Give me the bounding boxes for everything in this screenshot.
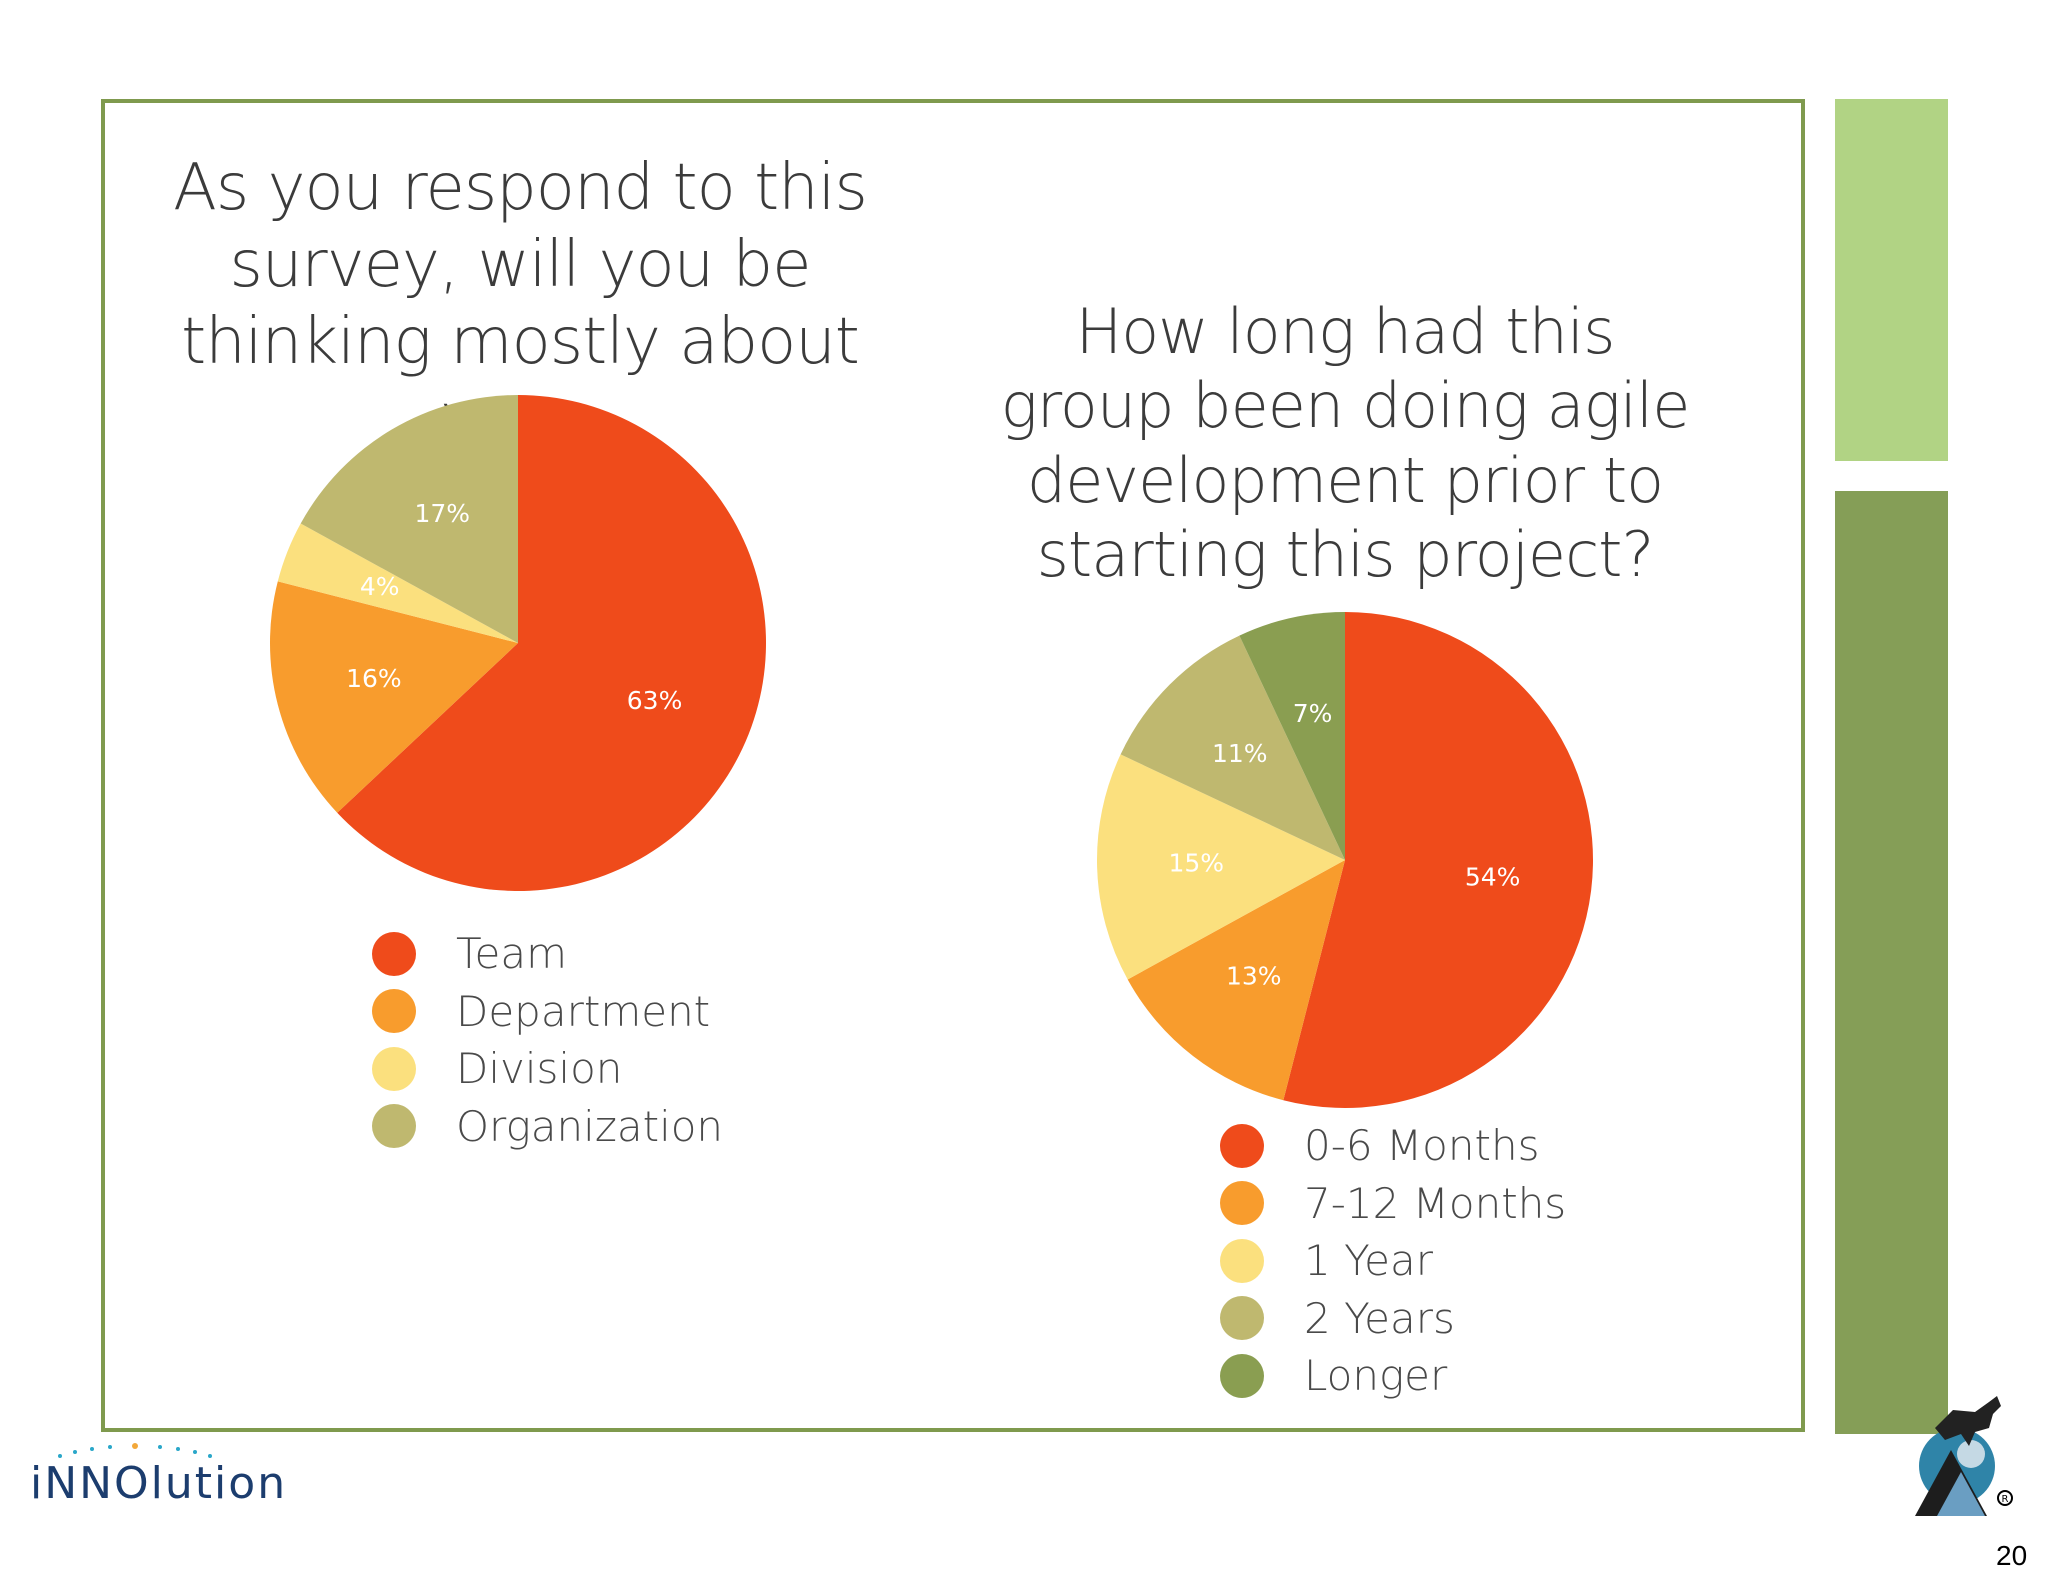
legend-item: 1 Year bbox=[1220, 1232, 1566, 1290]
pie-slice-organization bbox=[300, 395, 518, 643]
legend-label: Department bbox=[456, 986, 711, 1036]
innolution-logo: iNNOlution bbox=[30, 1440, 290, 1520]
legend-swatch-icon bbox=[372, 931, 416, 976]
chart-2-legend: 0-6 Months 7-12 Months 1 Year 2 Years Longer bbox=[1220, 1117, 1566, 1405]
accent-bar-dark bbox=[1835, 491, 1948, 1434]
pie-slice-1-year bbox=[1097, 754, 1345, 980]
legend-item: Division bbox=[372, 1040, 723, 1098]
pie-slice-0-6-months bbox=[1283, 612, 1593, 1108]
pie-slice-label: 15% bbox=[1168, 849, 1224, 878]
legend-label: 0-6 Months bbox=[1304, 1121, 1540, 1171]
legend-item: 0-6 Months bbox=[1220, 1117, 1566, 1175]
pie-slice-division bbox=[277, 523, 518, 643]
chart-2-title: How long had this group been doing agile… bbox=[1000, 295, 1691, 592]
legend-label: 2 Years bbox=[1304, 1293, 1455, 1343]
pie-slice-longer bbox=[1239, 612, 1345, 860]
legend-label: Organization bbox=[456, 1101, 724, 1151]
legend-label: 7-12 Months bbox=[1304, 1178, 1567, 1228]
legend-swatch-icon bbox=[372, 1104, 416, 1149]
legend-label: 1 Year bbox=[1304, 1236, 1433, 1286]
legend-swatch-icon bbox=[1220, 1238, 1264, 1283]
pie-slice-label: 63% bbox=[627, 686, 683, 715]
chart-1-legend: Team Department Division Organization bbox=[372, 925, 723, 1155]
pie-slice-department bbox=[270, 581, 518, 813]
page-number: 20 bbox=[1996, 1540, 2028, 1571]
pie-slice-label: 54% bbox=[1465, 863, 1521, 892]
legend-item: 2 Years bbox=[1220, 1290, 1566, 1348]
legend-swatch-icon bbox=[1220, 1296, 1264, 1341]
legend-item: Department bbox=[372, 983, 723, 1041]
pie-slice-label: 13% bbox=[1226, 962, 1282, 991]
pie-slice-label: 7% bbox=[1293, 699, 1333, 728]
pie-slice-team bbox=[337, 395, 766, 891]
legend-swatch-icon bbox=[372, 1046, 416, 1091]
legend-label: Team bbox=[456, 929, 568, 979]
pie-slice-label: 11% bbox=[1212, 739, 1268, 768]
legend-swatch-icon bbox=[1220, 1353, 1264, 1398]
logo-text: iNNOlution bbox=[30, 1458, 288, 1509]
content-frame bbox=[101, 99, 1805, 1432]
legend-swatch-icon bbox=[372, 989, 416, 1034]
pie-slice-label: 4% bbox=[360, 572, 400, 601]
mountain-goat-icon: R bbox=[1915, 1396, 2013, 1516]
legend-swatch-icon bbox=[1220, 1123, 1264, 1168]
legend-swatch-icon bbox=[1220, 1181, 1264, 1226]
pie-slice-label: 17% bbox=[414, 499, 470, 528]
pie-slice-2-years bbox=[1120, 635, 1345, 860]
pie-chart-2: 54% 13% 15% 11% 7% bbox=[1097, 612, 1593, 1108]
legend-item: Team bbox=[372, 925, 723, 983]
legend-item: Organization bbox=[372, 1098, 723, 1156]
legend-label: Division bbox=[456, 1044, 623, 1094]
legend-label: Longer bbox=[1304, 1351, 1448, 1401]
pie-slice-label: 16% bbox=[346, 664, 402, 693]
logo-dots-icon bbox=[58, 1443, 212, 1458]
accent-bar-light bbox=[1835, 99, 1948, 461]
pie-chart-1: 63% 16% 4% 17% bbox=[270, 395, 766, 891]
legend-item: 7-12 Months bbox=[1220, 1175, 1566, 1233]
svg-text:R: R bbox=[2002, 1494, 2009, 1505]
legend-item: Longer bbox=[1220, 1347, 1566, 1405]
pie-slice-7-12-months bbox=[1127, 860, 1345, 1101]
